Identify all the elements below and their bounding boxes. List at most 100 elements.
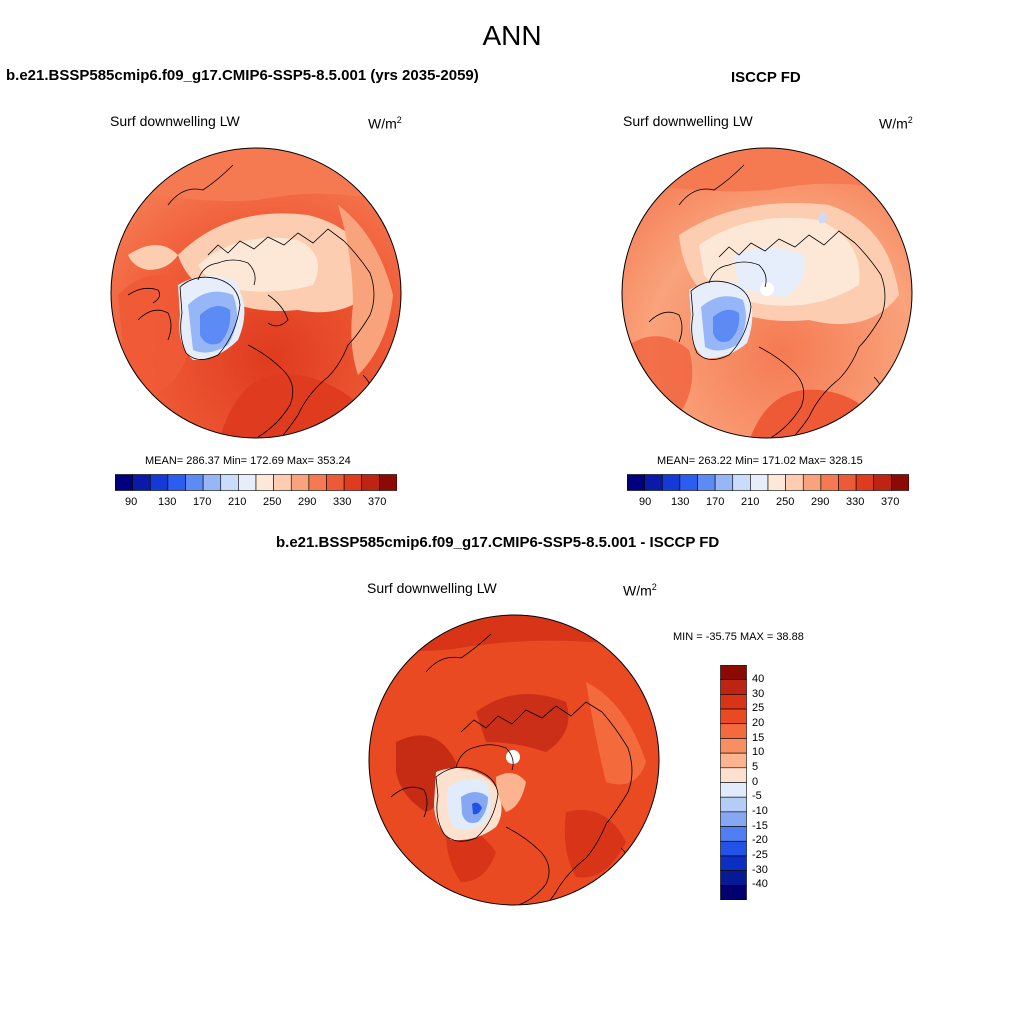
- colorbar-swatch: [720, 738, 747, 754]
- colorbar-tick: 250: [263, 496, 282, 508]
- colorbar-tick: 330: [846, 496, 865, 508]
- colorbar-tick: 0: [752, 776, 759, 788]
- colorbar-tick: 210: [228, 496, 247, 508]
- colorbar-swatch: [255, 474, 274, 491]
- colorbar-swatch: [838, 474, 857, 491]
- colorbar-swatch: [732, 474, 751, 491]
- colorbar-swatch: [720, 665, 747, 680]
- colorbar-ticks-model: 90 130 170 210 250 290 330 370: [0, 496, 1024, 512]
- colorbar-swatch: [273, 474, 292, 491]
- colorbar-tick: -10: [752, 805, 768, 817]
- colorbar-swatch: [238, 474, 257, 491]
- panel-title-obs: ISCCP FD: [731, 69, 801, 86]
- colorbar-swatch: [185, 474, 204, 491]
- colorbar-swatch: [149, 474, 169, 491]
- colorbar-swatches-diff: [720, 665, 747, 900]
- colorbar-swatch: [679, 474, 698, 491]
- colorbar-tick: 210: [741, 496, 760, 508]
- colorbar-tick: 30: [752, 688, 765, 700]
- colorbar-swatch: [720, 782, 747, 798]
- colorbar-swatch: [802, 474, 822, 491]
- polar-map-model: [110, 147, 402, 439]
- colorbar-tick: 370: [881, 496, 900, 508]
- units-label-diff: W/m2: [623, 582, 657, 599]
- colorbar-tick: 15: [752, 732, 765, 744]
- colorbar-tick: 20: [752, 717, 765, 729]
- polar-map-obs: [621, 147, 913, 439]
- colorbar-swatch: [697, 474, 716, 491]
- colorbar-swatch: [644, 474, 663, 491]
- colorbar-tick: -25: [752, 849, 768, 861]
- colorbar-swatch: [855, 474, 875, 491]
- colorbar-swatch: [720, 826, 747, 842]
- colorbar-swatch: [220, 474, 239, 491]
- colorbar-swatch: [326, 474, 345, 491]
- units-label-obs: W/m2: [879, 115, 913, 132]
- colorbar-swatches-model: [115, 474, 397, 491]
- colorbar-swatch: [308, 474, 327, 491]
- colorbar-tick: 170: [706, 496, 725, 508]
- colorbar-swatch: [132, 474, 151, 491]
- colorbar-tick: 5: [752, 761, 759, 773]
- colorbar-tick: 10: [752, 746, 765, 758]
- colorbar-swatch: [115, 474, 133, 491]
- stats-diff: MIN = -35.75 MAX = 38.88: [673, 631, 804, 643]
- polar-map-diff: [368, 614, 660, 906]
- colorbar-swatch: [627, 474, 645, 491]
- colorbar-swatch: [661, 474, 681, 491]
- colorbar-obs: [627, 474, 909, 491]
- variable-label-obs: Surf downwelling LW: [623, 113, 753, 129]
- colorbar-swatch: [720, 752, 747, 769]
- colorbar-swatch: [202, 474, 222, 491]
- colorbar-swatch: [873, 474, 892, 491]
- colorbar-tick: 170: [193, 496, 212, 508]
- colorbar-tick: 25: [752, 702, 765, 714]
- units-label-model: W/m2: [368, 115, 402, 132]
- colorbar-swatch: [720, 679, 747, 695]
- variable-label-diff: Surf downwelling LW: [367, 580, 497, 596]
- colorbar-swatch: [720, 870, 747, 886]
- colorbar-swatch: [167, 474, 186, 491]
- colorbar-swatch: [720, 885, 747, 900]
- colorbar-swatch: [720, 811, 747, 827]
- stats-obs: MEAN= 263.22 Min= 171.02 Max= 328.15: [657, 455, 863, 467]
- stats-model: MEAN= 286.37 Min= 172.69 Max= 353.24: [145, 455, 351, 467]
- colorbar-tick: -20: [752, 834, 768, 846]
- colorbar-swatch: [720, 796, 747, 813]
- colorbar-diff: [720, 665, 747, 900]
- colorbar-swatch: [379, 474, 397, 491]
- colorbar-tick: 330: [333, 496, 352, 508]
- variable-label-model: Surf downwelling LW: [110, 113, 240, 129]
- page-title: ANN: [482, 20, 542, 51]
- colorbar-ticks-obs: 90 130 170 210 250 290 330 370: [0, 496, 1024, 512]
- colorbar-model: [115, 474, 397, 491]
- colorbar-tick: 290: [298, 496, 317, 508]
- colorbar-ticks-diff: 40 30 25 20 15 10 5 0 -5 -10 -15 -20 -25…: [752, 665, 792, 900]
- colorbar-swatch: [720, 723, 747, 739]
- colorbar-tick: 90: [639, 496, 652, 508]
- colorbar-tick: 130: [158, 496, 177, 508]
- colorbar-tick: -30: [752, 864, 768, 876]
- colorbar-swatch: [785, 474, 804, 491]
- colorbar-swatch: [343, 474, 363, 491]
- colorbar-swatch: [720, 840, 747, 857]
- colorbar-tick: 40: [752, 673, 765, 685]
- colorbar-swatch: [714, 474, 734, 491]
- colorbar-tick: 90: [125, 496, 138, 508]
- colorbar-swatch: [720, 694, 747, 710]
- panel-title-model: b.e21.BSSP585cmip6.f09_g17.CMIP6-SSP5-8.…: [6, 67, 479, 84]
- colorbar-swatch: [891, 474, 909, 491]
- colorbar-swatch: [820, 474, 839, 491]
- colorbar-swatch: [750, 474, 769, 491]
- colorbar-tick: -15: [752, 820, 768, 832]
- colorbar-swatch: [767, 474, 786, 491]
- colorbar-tick: 250: [776, 496, 795, 508]
- colorbar-swatches-obs: [627, 474, 909, 491]
- colorbar-swatch: [720, 767, 747, 783]
- colorbar-tick: -5: [752, 790, 762, 802]
- colorbar-tick: -40: [752, 878, 768, 890]
- panel-title-diff: b.e21.BSSP585cmip6.f09_g17.CMIP6-SSP5-8.…: [276, 534, 720, 551]
- colorbar-swatch: [720, 708, 747, 725]
- colorbar-tick: 130: [671, 496, 690, 508]
- colorbar-swatch: [720, 855, 747, 871]
